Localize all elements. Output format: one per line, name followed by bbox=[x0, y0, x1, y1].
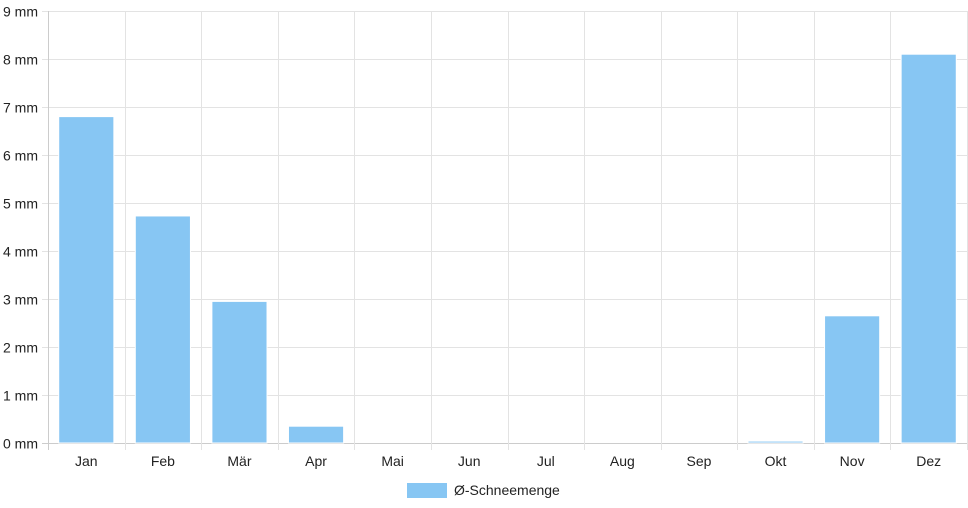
legend-label: Ø-Schneemenge bbox=[454, 482, 560, 498]
bar[interactable] bbox=[134, 215, 191, 444]
x-tick-label: Sep bbox=[686, 453, 711, 469]
legend-swatch bbox=[407, 483, 447, 498]
bar[interactable] bbox=[747, 440, 804, 444]
x-tick-label: Mär bbox=[227, 453, 251, 469]
bar[interactable] bbox=[211, 300, 268, 444]
y-axis-ticks: 0 mm 1 mm 2 mm 3 mm 4 mm 5 mm 6 mm 7 mm 8 mm 9 mm bbox=[3, 4, 38, 452]
y-tick-label: 7 mm bbox=[3, 100, 38, 116]
bar[interactable] bbox=[58, 116, 115, 444]
legend[interactable]: Ø-Schneemenge bbox=[407, 482, 560, 498]
x-tick-label: Feb bbox=[151, 453, 175, 469]
x-axis-ticks: Jan Feb Mär Apr Mai Jun Jul Aug Sep Okt Nov Dez bbox=[75, 453, 941, 469]
x-tick-label: Dez bbox=[916, 453, 941, 469]
y-tick-label: 3 mm bbox=[3, 292, 38, 308]
x-tick-label: Jun bbox=[458, 453, 481, 469]
y-tick-label: 1 mm bbox=[3, 388, 38, 404]
y-tick-label: 6 mm bbox=[3, 148, 38, 164]
x-tick-label: Nov bbox=[840, 453, 865, 469]
x-tick-label: Jan bbox=[75, 453, 98, 469]
y-tick-label: 8 mm bbox=[3, 52, 38, 68]
x-tick-label: Apr bbox=[305, 453, 327, 469]
x-tick-label: Aug bbox=[610, 453, 635, 469]
x-tick-label: Jul bbox=[537, 453, 555, 469]
x-tick-label: Mai bbox=[381, 453, 404, 469]
bar[interactable] bbox=[287, 425, 345, 444]
y-tick-label: 0 mm bbox=[3, 436, 38, 452]
x-tick-label: Okt bbox=[765, 453, 787, 469]
bar[interactable] bbox=[824, 315, 881, 444]
y-tick-label: 5 mm bbox=[3, 196, 38, 212]
bars bbox=[58, 53, 957, 444]
bar[interactable] bbox=[900, 53, 957, 444]
y-tick-label: 4 mm bbox=[3, 244, 38, 260]
y-tick-label: 2 mm bbox=[3, 340, 38, 356]
y-tick-label: 9 mm bbox=[3, 4, 38, 20]
